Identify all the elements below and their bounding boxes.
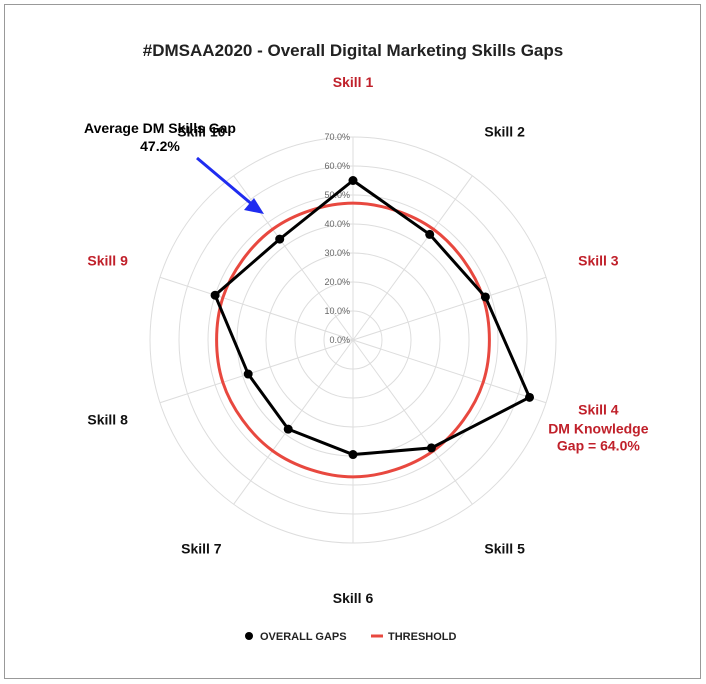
overall-gaps-point: [210, 290, 220, 300]
threshold-line: [215, 201, 491, 479]
annotation-label: Average DM Skills Gap: [84, 120, 236, 136]
grid-spoke: [352, 276, 547, 341]
category-label: Skill 2: [484, 123, 525, 139]
category-labels: Skill 1 Skill 2 Skill 3 Skill 4 DM Knowledge…: [87, 74, 648, 606]
radar-series: [210, 176, 535, 479]
annotation-arrow-shaft: [196, 156, 255, 208]
grid-spoke: [159, 276, 354, 341]
tick-label: 40.0%: [324, 219, 350, 229]
category-label: Skill 7: [181, 541, 222, 557]
legend-marker-overall-gaps: [245, 632, 253, 640]
category-label: Skill 8: [87, 412, 128, 428]
overall-gaps-point: [426, 443, 436, 453]
overall-gaps-point: [243, 369, 253, 379]
overall-gaps-point: [525, 392, 535, 402]
legend: OVERALL GAPS THRESHOLD: [245, 631, 457, 643]
tick-label: 20.0%: [324, 277, 350, 287]
category-label: Skill 5: [484, 541, 525, 557]
tick-label: 60.0%: [324, 161, 350, 171]
category-note: Gap = 64.0%: [557, 438, 640, 454]
tick-label: 30.0%: [324, 248, 350, 258]
category-label: Skill 6: [333, 590, 374, 606]
grid-spoke: [233, 339, 354, 505]
radar-grid: [149, 136, 557, 544]
grid-spoke: [352, 339, 473, 505]
grid-spoke: [352, 175, 473, 341]
overall-gaps-point: [275, 234, 285, 244]
legend-label-threshold: THRESHOLD: [388, 631, 457, 643]
overall-gaps-point: [283, 424, 293, 434]
chart-title: #DMSAA2020 - Overall Digital Marketing S…: [143, 41, 563, 60]
overall-gaps-point: [348, 176, 358, 185]
legend-label-overall-gaps: OVERALL GAPS: [260, 631, 347, 643]
tick-label: 0.0%: [329, 335, 350, 345]
annotation-value: 47.2%: [140, 138, 180, 154]
tick-label: 10.0%: [324, 306, 350, 316]
grid-spoke: [352, 339, 547, 404]
overall-gaps-point: [480, 292, 490, 302]
tick-label: 70.0%: [324, 132, 350, 142]
category-label: Skill 4: [578, 402, 619, 418]
annotation-arrowhead: [244, 198, 264, 214]
category-label: Skill 10: [177, 123, 225, 139]
category-label: Skill 1: [333, 74, 374, 90]
grid-spoke: [159, 339, 354, 404]
radial-tick-labels: 0.0%10.0%20.0%30.0%40.0%50.0%60.0%70.0%: [324, 132, 350, 345]
average-annotation: Average DM Skills Gap 47.2%: [84, 120, 264, 214]
overall-gaps-line: [213, 179, 532, 457]
category-note: DM Knowledge: [548, 421, 649, 437]
overall-gaps-point: [348, 450, 358, 460]
category-label: Skill 3: [578, 252, 619, 268]
overall-gaps-point: [425, 229, 435, 239]
category-label: Skill 9: [87, 252, 128, 268]
